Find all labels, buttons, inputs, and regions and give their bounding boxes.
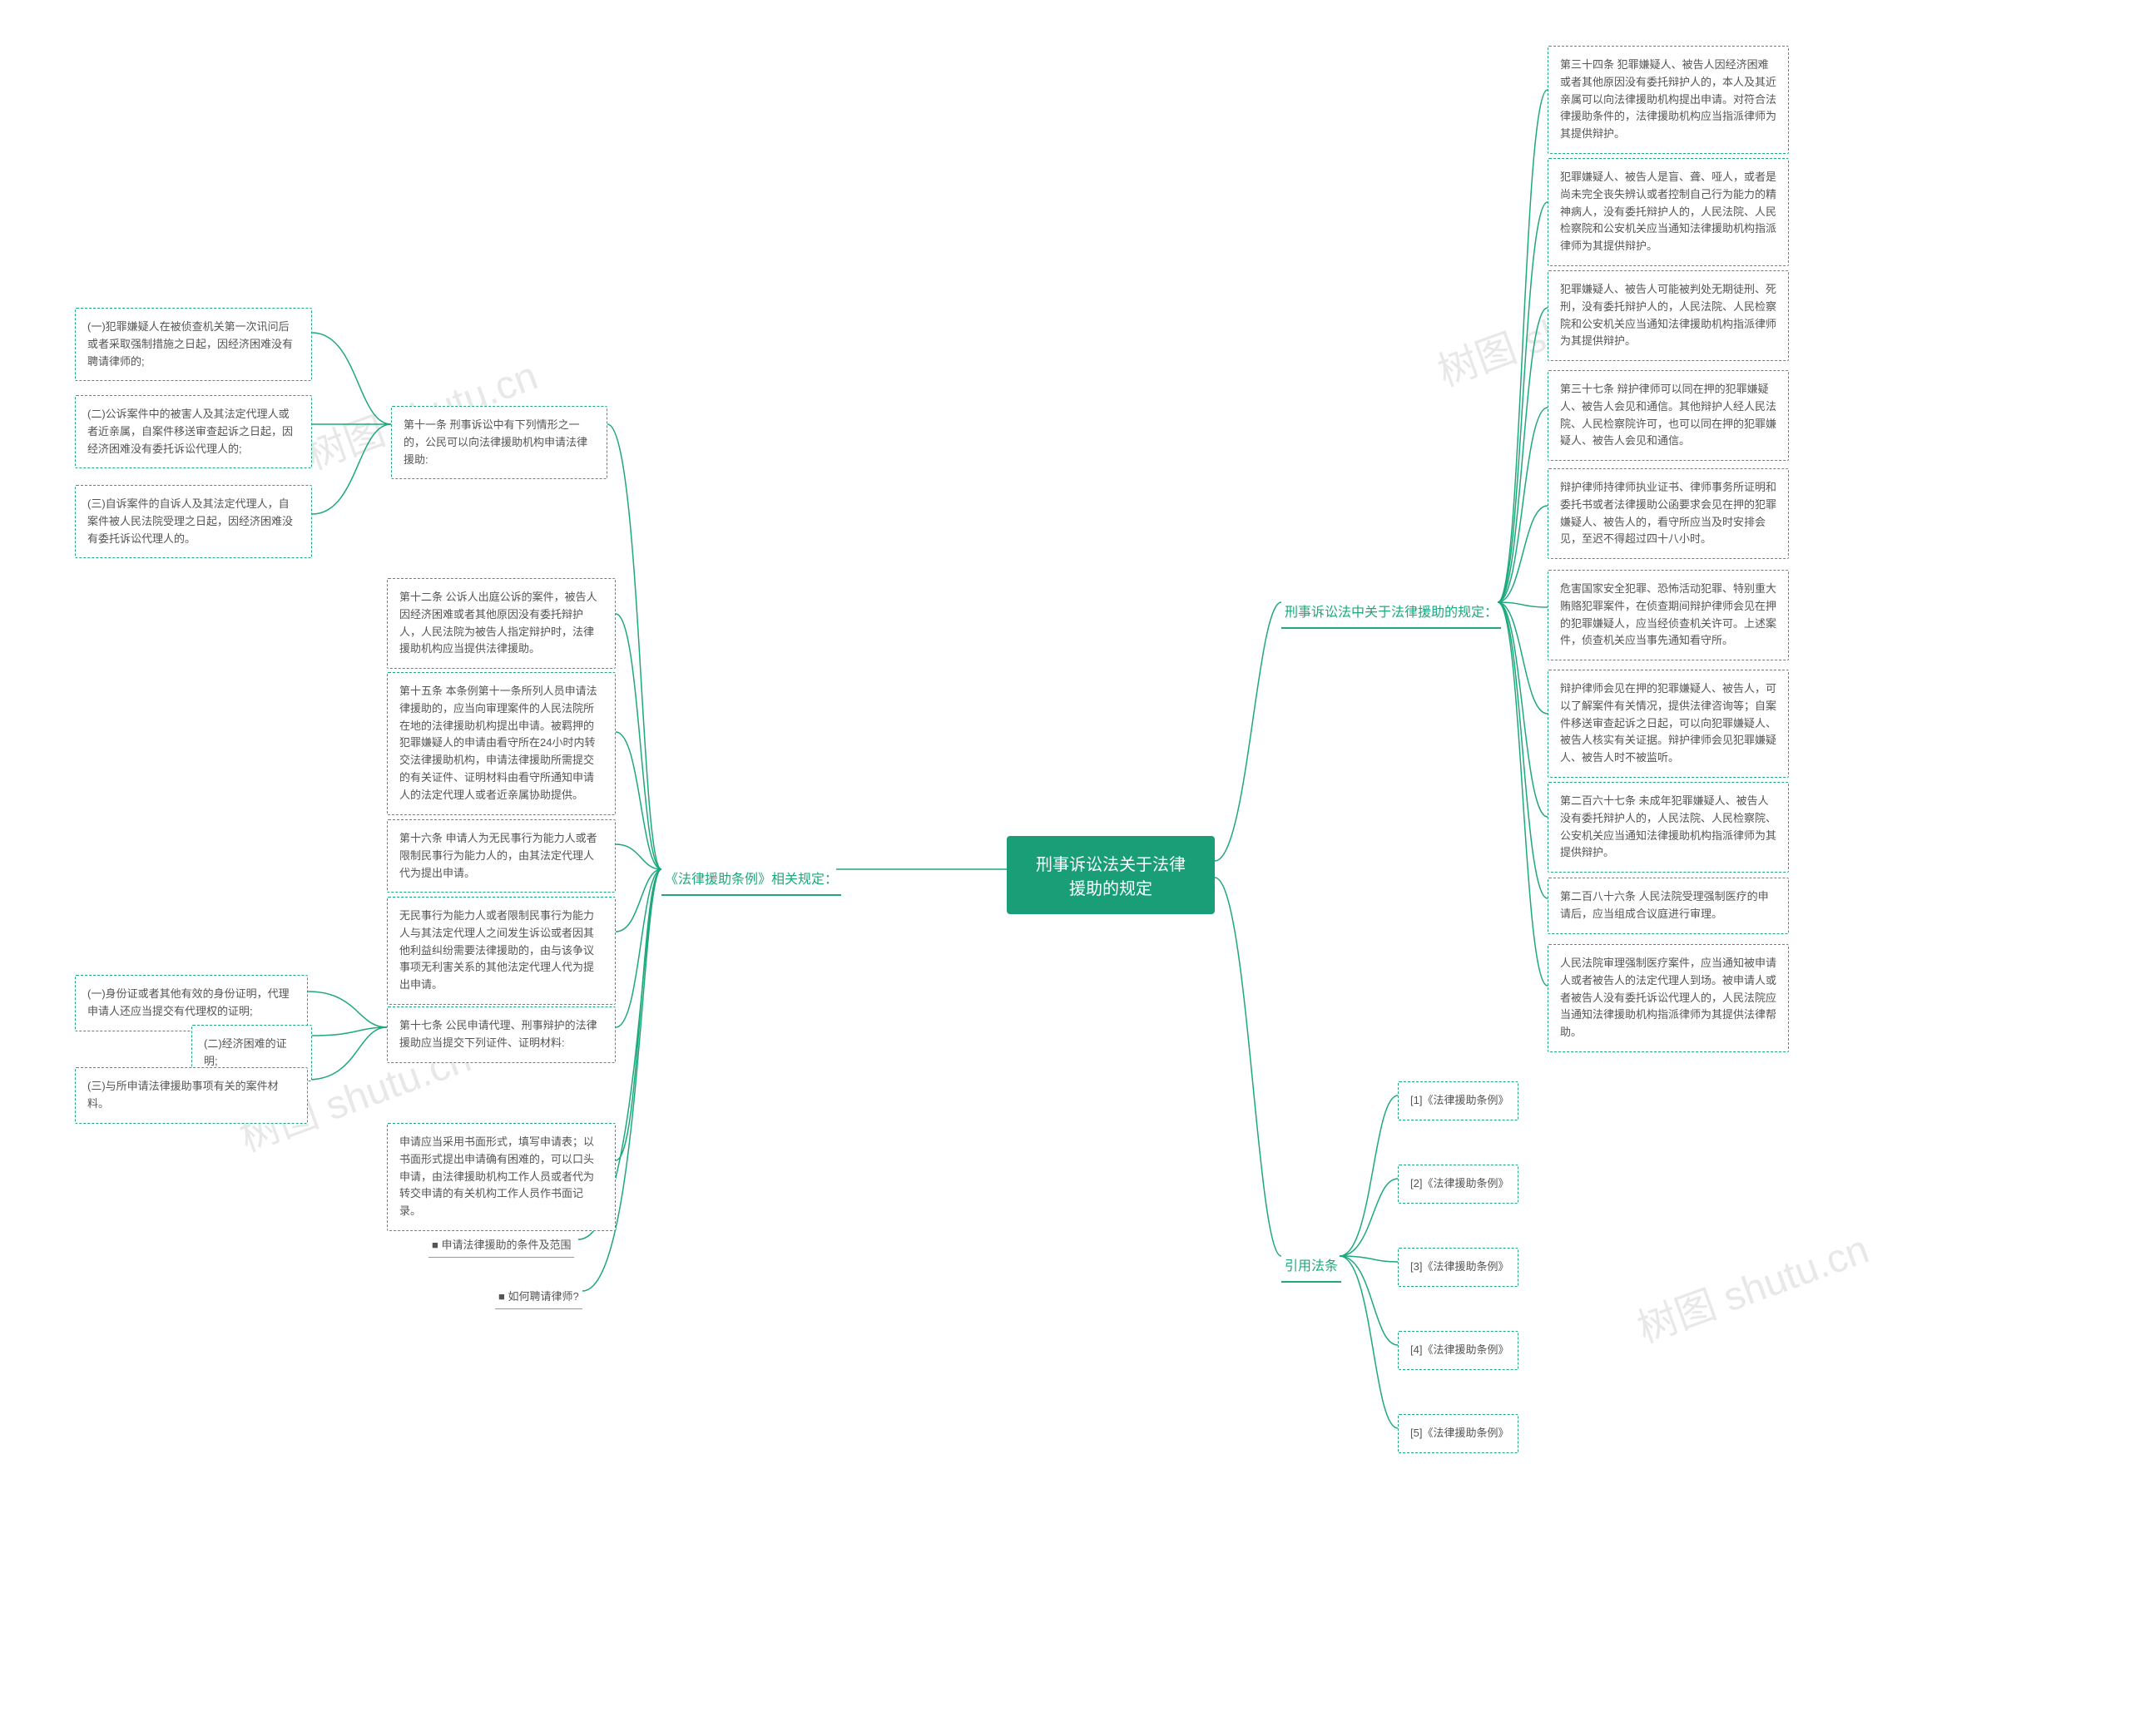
leaf-art11-2: (二)公诉案件中的被害人及其法定代理人或者近亲属，自案件移送审查起诉之日起，因经… <box>75 395 312 468</box>
leaf-art37: 第三十七条 辩护律师可以同在押的犯罪嫌疑人、被告人会见和通信。其他辩护人经人民法… <box>1548 370 1789 461</box>
leaf-compulsory-medical: 人民法院审理强制医疗案件，应当通知被申请人或者被告人的法定代理人到场。被申请人或… <box>1548 944 1789 1052</box>
leaf-art286: 第二百八十六条 人民法院受理强制医疗的申请后，应当组成合议庭进行审理。 <box>1548 878 1789 934</box>
ref-3: [3]《法律援助条例》 <box>1398 1248 1518 1287</box>
ref-5: [5]《法律援助条例》 <box>1398 1414 1518 1453</box>
leaf-art34: 第三十四条 犯罪嫌疑人、被告人因经济困难或者其他原因没有委托辩护人的，本人及其近… <box>1548 46 1789 154</box>
leaf-how-hire-lawyer[interactable]: ■ 如何聘请律师? <box>495 1283 582 1309</box>
leaf-48hours: 辩护律师持律师执业证书、律师事务所证明和委托书或者法律援助公函要求会见在押的犯罪… <box>1548 468 1789 559</box>
leaf-art267: 第二百六十七条 未成年犯罪嫌疑人、被告人没有委托辩护人的，人民法院、人民检察院、… <box>1548 782 1789 873</box>
ref-2: [2]《法律援助条例》 <box>1398 1165 1518 1204</box>
leaf-conditions[interactable]: ■ 申请法律援助的条件及范围 <box>428 1231 574 1258</box>
leaf-art17-1: (一)身份证或者其他有效的身份证明，代理申请人还应当提交有代理权的证明; <box>75 975 308 1031</box>
leaf-meeting-detainee: 辩护律师会见在押的犯罪嫌疑人、被告人，可以了解案件有关情况，提供法律咨询等；自案… <box>1548 670 1789 778</box>
leaf-national-security: 危害国家安全犯罪、恐怖活动犯罪、特别重大贿赂犯罪案件，在侦查期间辩护律师会见在押… <box>1548 570 1789 660</box>
leaf-art15: 第十五条 本条例第十一条所列人员申请法律援助的，应当向审理案件的人民法院所在地的… <box>387 672 616 815</box>
ref-4: [4]《法律援助条例》 <box>1398 1331 1518 1370</box>
leaf-art16: 第十六条 申请人为无民事行为能力人或者限制民事行为能力人的，由其法定代理人代为提… <box>387 819 616 893</box>
leaf-art11-1: (一)犯罪嫌疑人在被侦查机关第一次讯问后或者采取强制措施之日起，因经济困难没有聘… <box>75 308 312 381</box>
leaf-incapacity: 无民事行为能力人或者限制民事行为能力人与其法定代理人之间发生诉讼或者因其他利益纠… <box>387 897 616 1005</box>
leaf-art12: 第十二条 公诉人出庭公诉的案件，被告人因经济困难或者其他原因没有委托辩护人，人民… <box>387 578 616 669</box>
leaf-death-penalty: 犯罪嫌疑人、被告人可能被判处无期徒刑、死刑，没有委托辩护人的，人民法院、人民检察… <box>1548 270 1789 361</box>
branch-right-regulations[interactable]: 刑事诉讼法中关于法律援助的规定： <box>1281 594 1501 629</box>
branch-left[interactable]: 《法律援助条例》相关规定： <box>661 861 841 896</box>
branch-references[interactable]: 引用法条 <box>1281 1248 1341 1283</box>
root-node[interactable]: 刑事诉讼法关于法律援助的规定 <box>1007 836 1215 914</box>
ref-1: [1]《法律援助条例》 <box>1398 1081 1518 1120</box>
leaf-application-form: 申请应当采用书面形式，填写申请表；以书面形式提出申请确有困难的，可以口头申请，由… <box>387 1123 616 1231</box>
leaf-art11: 第十一条 刑事诉讼中有下列情形之一的，公民可以向法律援助机构申请法律援助: <box>391 406 607 479</box>
leaf-art17-3: (三)与所申请法律援助事项有关的案件材料。 <box>75 1067 308 1124</box>
watermark: 树图 shutu.cn <box>1628 1216 1875 1353</box>
leaf-disability: 犯罪嫌疑人、被告人是盲、聋、哑人，或者是尚未完全丧失辨认或者控制自己行为能力的精… <box>1548 158 1789 266</box>
leaf-art17: 第十七条 公民申请代理、刑事辩护的法律援助应当提交下列证件、证明材料: <box>387 1006 616 1063</box>
leaf-art11-3: (三)自诉案件的自诉人及其法定代理人，自案件被人民法院受理之日起，因经济困难没有… <box>75 485 312 558</box>
